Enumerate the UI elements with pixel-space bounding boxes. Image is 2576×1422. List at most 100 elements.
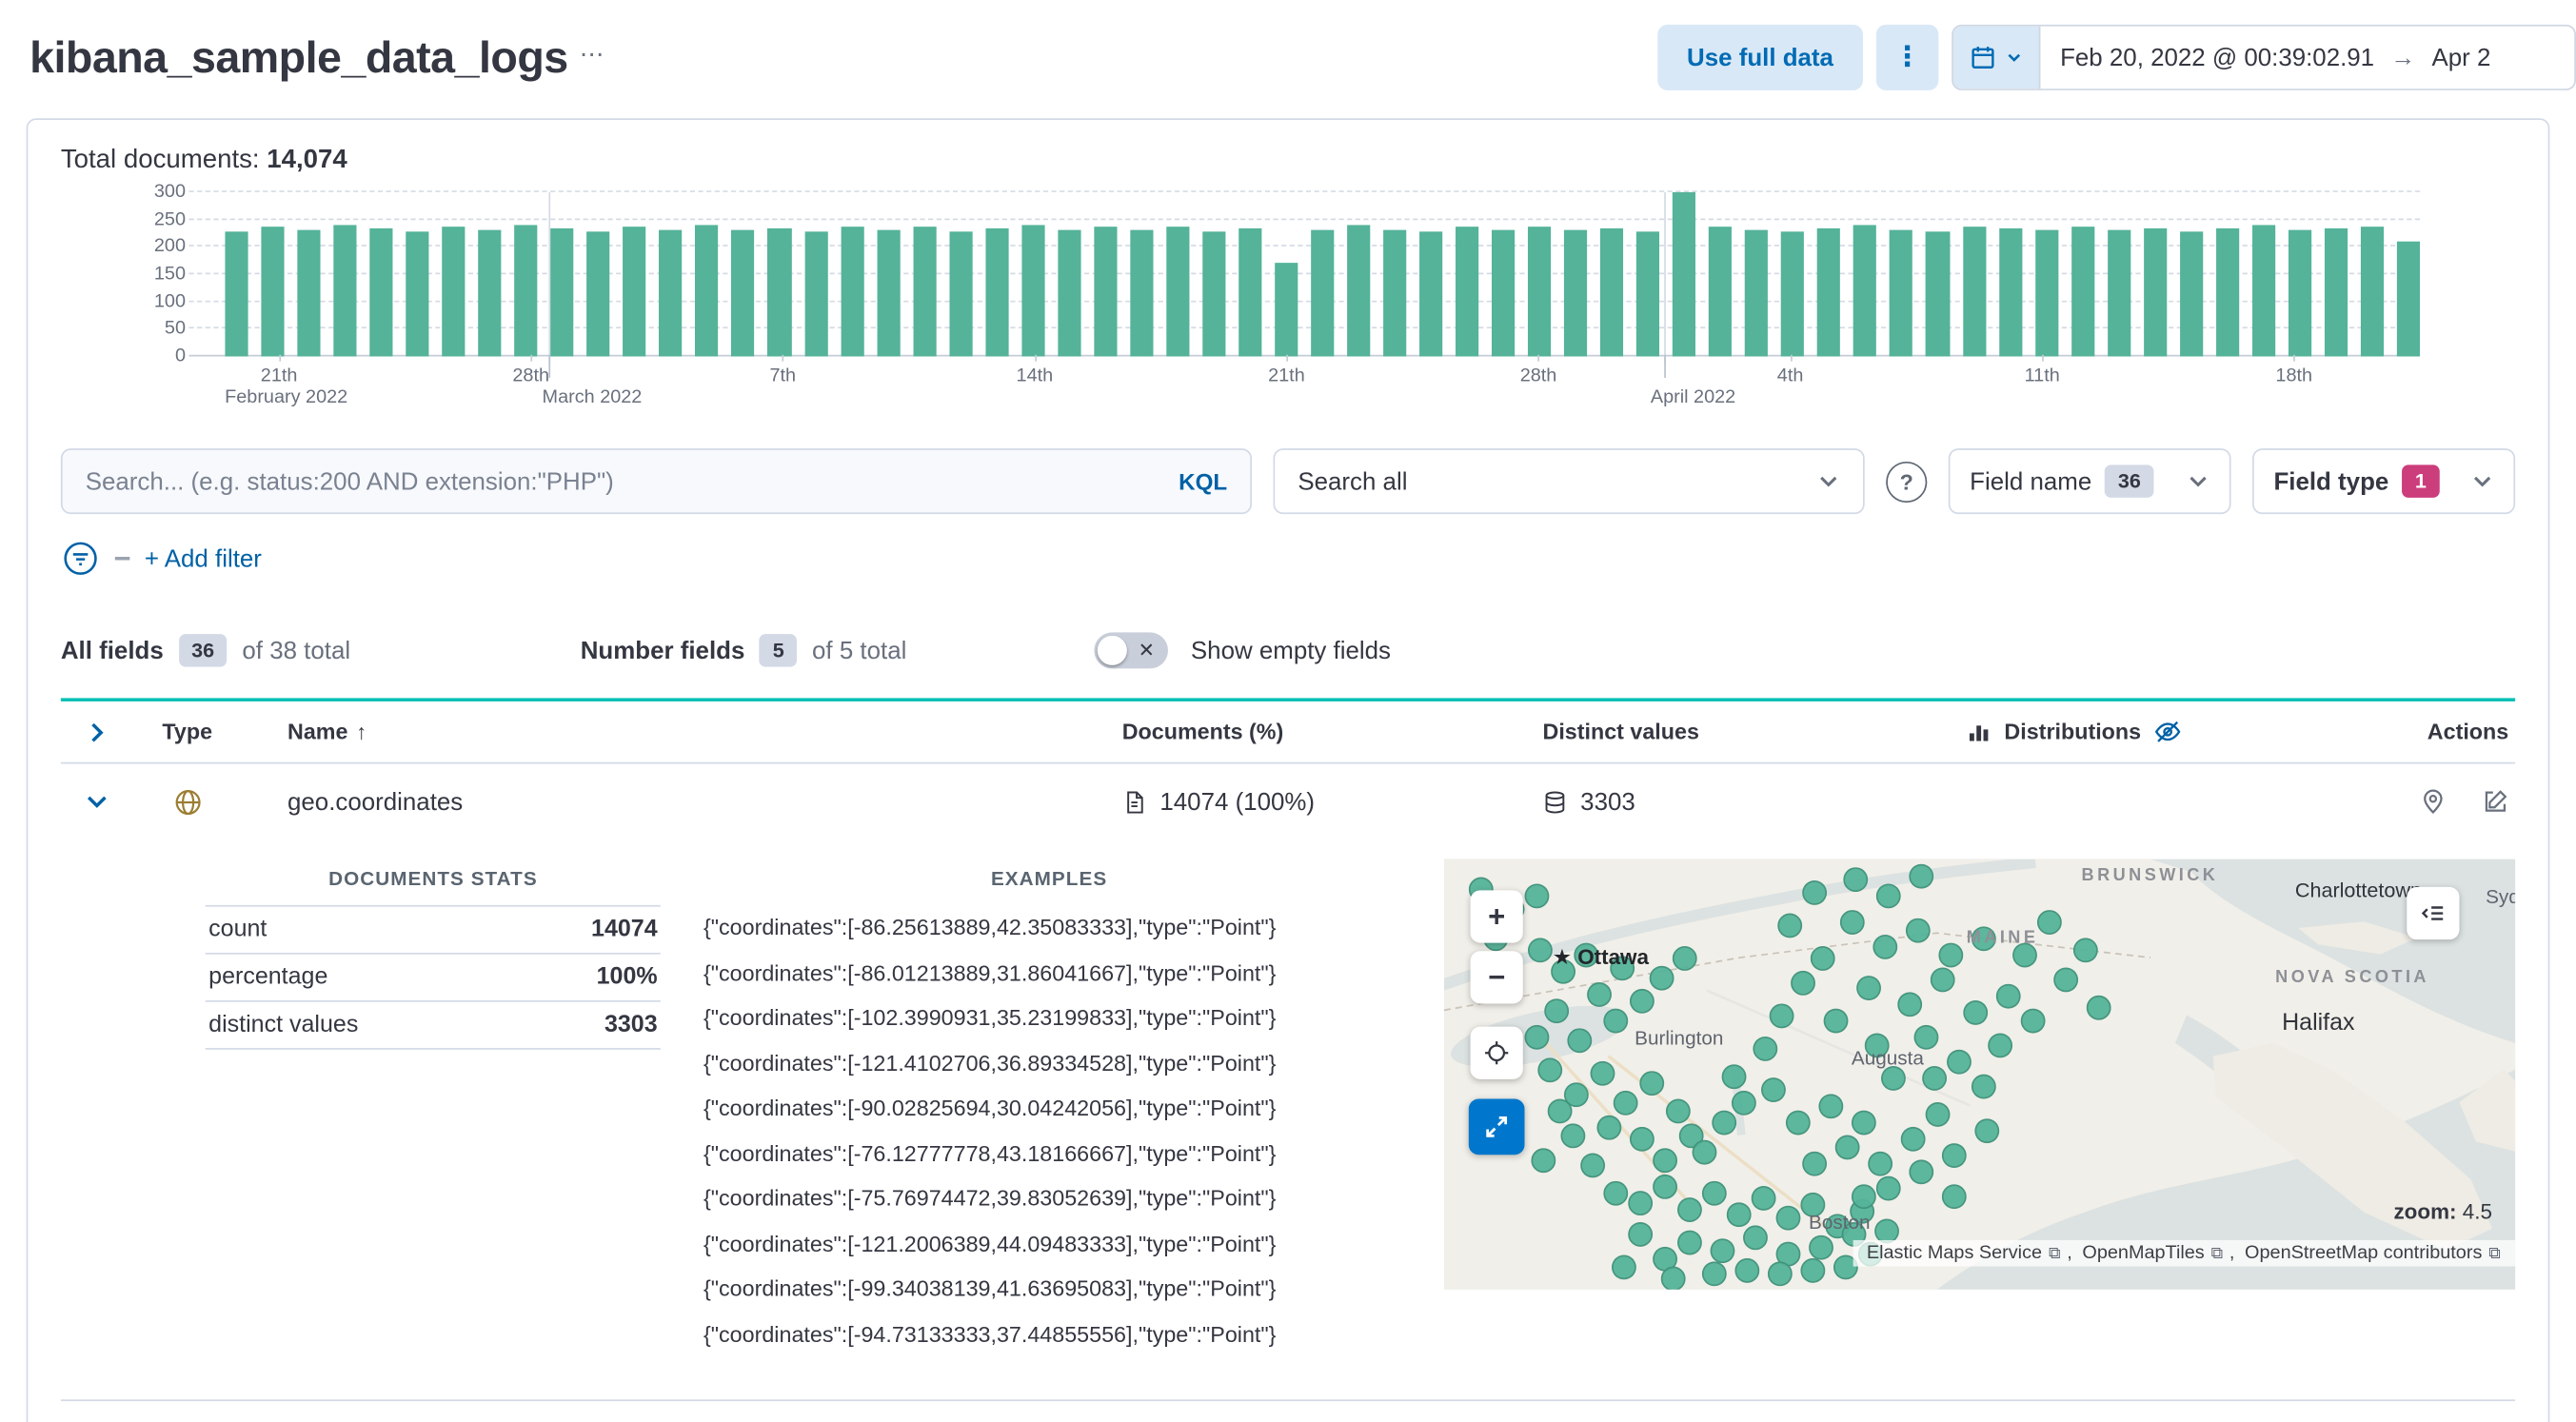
histogram-bar[interactable] [479, 230, 502, 357]
histogram-bar[interactable] [1311, 229, 1334, 356]
histogram-bar[interactable] [1998, 228, 2021, 356]
histogram-bar[interactable] [624, 227, 646, 356]
kql-popover-button[interactable]: KQL [1179, 468, 1227, 495]
explore-in-maps-icon[interactable] [2420, 788, 2447, 815]
histogram-bar[interactable] [1166, 227, 1189, 356]
histogram-bar[interactable] [949, 231, 972, 356]
fields-table: Type Name ↑ Documents (%) Distinct value… [61, 698, 2515, 1401]
filter-options-icon[interactable] [61, 539, 100, 578]
histogram-bar[interactable] [985, 228, 1008, 356]
kebab-menu-button[interactable]: ⋮ [1876, 25, 1939, 90]
histogram-bar[interactable] [1347, 226, 1370, 356]
histogram-bar[interactable] [297, 230, 320, 356]
histogram-bar[interactable] [1890, 229, 1912, 356]
date-start[interactable]: Feb 20, 2022 @ 00:39:02.91 [2060, 44, 2374, 71]
histogram-bar[interactable] [515, 225, 538, 357]
date-quick-select-button[interactable] [1953, 27, 2040, 89]
kql-search-input[interactable]: Search... (e.g. status:200 AND extension… [61, 448, 1252, 514]
show-empty-fields-toggle[interactable]: ✕ [1094, 632, 1168, 668]
histogram-bar[interactable] [2325, 228, 2348, 356]
histogram-bar[interactable] [1600, 227, 1623, 356]
histogram-bar[interactable] [2144, 227, 2167, 356]
histogram-bar[interactable] [1456, 227, 1478, 357]
histogram-bar[interactable] [1564, 230, 1587, 356]
map-place-label: Sydney [2486, 885, 2515, 908]
histogram-bar[interactable] [1528, 227, 1551, 357]
histogram-bar[interactable] [225, 231, 248, 356]
histogram-bar[interactable] [406, 231, 429, 356]
histogram-bar[interactable] [913, 227, 936, 357]
search-all-select[interactable]: Search all [1273, 448, 1864, 514]
histogram-bar[interactable] [1275, 264, 1298, 357]
header-distributions: Distributions [2004, 720, 2141, 744]
collapse-row-icon[interactable] [84, 788, 110, 815]
histogram-bar[interactable] [2071, 227, 2093, 357]
map-zoom-out-button[interactable]: − [1471, 951, 1523, 1003]
histogram-bar[interactable] [2034, 230, 2057, 356]
histogram-bar[interactable] [2361, 227, 2384, 356]
histogram-bar[interactable] [1673, 192, 1695, 357]
y-axis: 050100150200250300 [61, 192, 202, 357]
histogram-bar[interactable] [551, 228, 574, 356]
histogram-bar[interactable] [1781, 231, 1804, 356]
field-type-filter-button[interactable]: Field type 1 [2252, 448, 2515, 514]
attribution-link[interactable]: OpenMapTiles [2082, 1243, 2204, 1263]
map-locate-button[interactable] [1471, 1027, 1523, 1079]
histogram-bar[interactable] [1058, 230, 1080, 357]
histogram-bar[interactable] [804, 231, 827, 357]
histogram-bar[interactable] [1709, 227, 1732, 356]
histogram-bar[interactable] [1130, 230, 1153, 356]
histogram-bar[interactable] [1419, 231, 1442, 357]
attribution-link[interactable]: Elastic Maps Service [1867, 1243, 2042, 1263]
date-range-field[interactable]: Feb 20, 2022 @ 00:39:02.91 → Apr 2 [2040, 27, 2510, 89]
histogram-bar[interactable] [2216, 228, 2239, 357]
eye-slash-icon[interactable] [2154, 718, 2182, 745]
histogram-bar[interactable] [1383, 230, 1406, 357]
histogram-bar[interactable] [768, 227, 791, 356]
histogram-bar[interactable] [587, 231, 610, 357]
histogram-bar[interactable] [1094, 227, 1117, 357]
map-attribution[interactable]: Elastic Maps Service⧉, OpenMapTiles⧉, Op… [1853, 1240, 2515, 1267]
histogram-bar[interactable] [1926, 231, 1949, 357]
calendar-icon [1970, 45, 1996, 71]
histogram-bar[interactable] [2397, 242, 2420, 357]
histogram-bar[interactable] [732, 230, 755, 356]
histogram-bar[interactable] [1021, 225, 1044, 356]
histogram-bar[interactable] [2289, 230, 2311, 356]
histogram-bar[interactable] [841, 227, 863, 357]
histogram-bar[interactable] [877, 229, 900, 356]
histogram-bar[interactable] [443, 227, 466, 356]
histogram-bar[interactable] [1202, 231, 1225, 356]
histogram-bar[interactable] [1492, 229, 1515, 356]
expand-all-icon[interactable] [84, 719, 110, 745]
histogram-bar[interactable] [370, 228, 393, 356]
use-full-data-button[interactable]: Use full data [1657, 25, 1863, 90]
stat-row: percentage100% [206, 953, 661, 1000]
histogram-bar[interactable] [1962, 227, 1985, 356]
header-name[interactable]: Name [287, 720, 347, 744]
attribution-link[interactable]: OpenStreetMap contributors [2245, 1243, 2482, 1263]
x-axis-label: 14th [1017, 366, 1054, 386]
histogram-bar[interactable] [1853, 225, 1876, 356]
map-zoom-in-button[interactable]: + [1471, 890, 1523, 942]
histogram-bar[interactable] [1817, 227, 1840, 356]
help-icon[interactable]: ? [1886, 461, 1927, 502]
field-name-filter-button[interactable]: Field name 36 [1949, 448, 2231, 514]
histogram-bar[interactable] [1238, 228, 1261, 357]
map-expand-button[interactable] [1469, 1099, 1525, 1155]
add-filter-button[interactable]: + Add filter [145, 544, 262, 572]
histogram-bar[interactable] [1636, 231, 1659, 357]
histogram-bar[interactable] [1745, 230, 1768, 357]
date-end[interactable]: Apr 2 [2432, 44, 2491, 71]
histogram-bar[interactable] [696, 226, 719, 356]
histogram-bar[interactable] [2252, 226, 2275, 356]
edit-field-icon[interactable] [2483, 788, 2509, 815]
histogram-bar[interactable] [2108, 230, 2130, 357]
histogram-bar[interactable] [2180, 231, 2203, 356]
histogram-bar[interactable] [333, 226, 356, 356]
map-legend-toggle-button[interactable] [2407, 887, 2459, 939]
geo-coordinates-map[interactable]: BRUNSWICKCharlottetownMAINE★ OttawaNOVA … [1444, 859, 2515, 1290]
title-options-icon[interactable]: ⋯ [580, 39, 606, 69]
histogram-bar[interactable] [660, 230, 683, 357]
histogram-bar[interactable] [261, 227, 284, 357]
